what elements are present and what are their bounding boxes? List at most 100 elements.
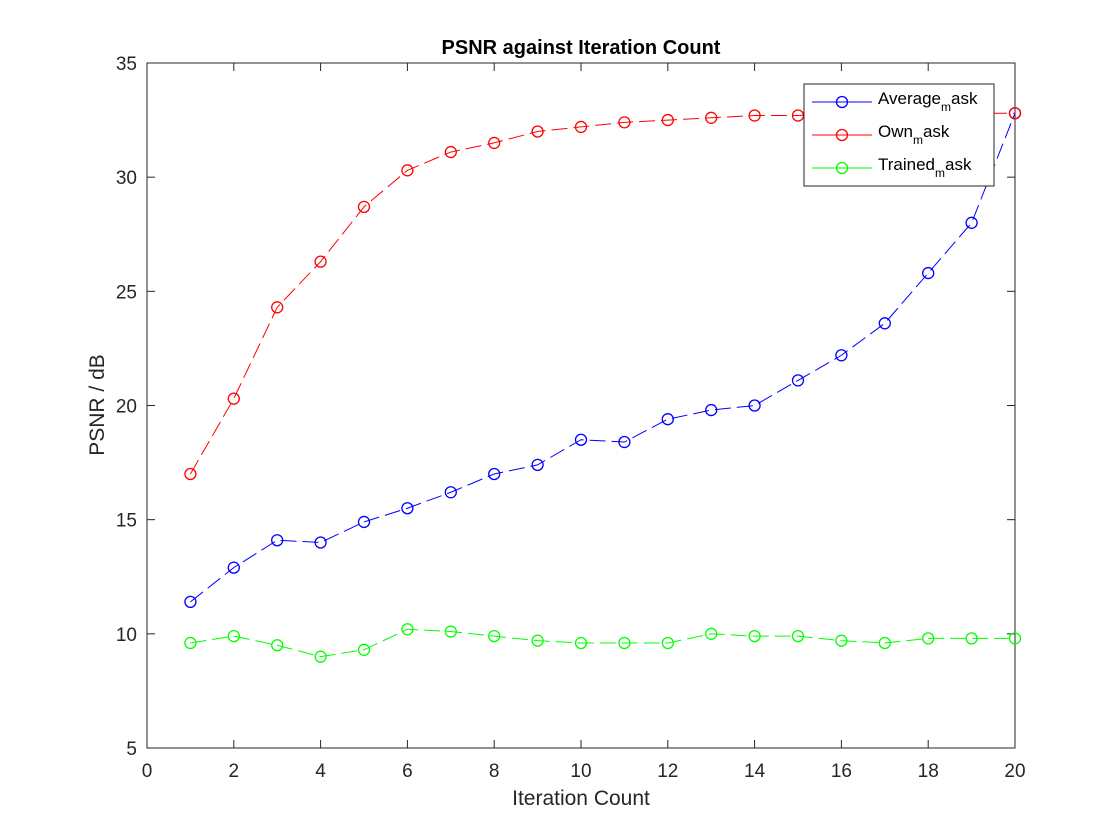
data-point <box>574 120 588 134</box>
legend-label-subscript: m <box>913 133 923 147</box>
data-point <box>488 136 501 150</box>
legend-label-base: Trained <box>878 155 935 174</box>
legend-marker <box>835 161 849 175</box>
y-tick-label: 30 <box>116 168 137 189</box>
data-point <box>748 629 761 643</box>
data-point <box>748 109 761 122</box>
series-line <box>190 628 1015 658</box>
x-tick-label: 0 <box>142 761 153 782</box>
data-point <box>922 632 935 645</box>
data-point <box>184 595 197 609</box>
data-point <box>748 399 761 412</box>
data-point <box>1008 107 1022 120</box>
y-tick-label: 10 <box>116 625 137 646</box>
y-axis: 5 10 15 20 25 30 35 <box>116 54 1015 760</box>
y-tick-label: 20 <box>116 397 137 418</box>
series-average-mask <box>184 107 1022 609</box>
series-line <box>189 112 1015 475</box>
data-point <box>705 627 718 640</box>
legend-label-rest: ask <box>951 89 978 108</box>
x-tick-label: 10 <box>570 761 591 782</box>
data-point <box>271 639 284 652</box>
data-point <box>618 116 631 129</box>
data-point <box>444 486 457 499</box>
legend-label-subscript: m <box>941 100 951 114</box>
data-point <box>791 374 805 387</box>
x-tick-label: 4 <box>315 761 326 782</box>
legend-label-rest: ask <box>945 155 972 174</box>
legend-marker <box>835 95 849 109</box>
data-point <box>835 349 848 362</box>
legend-label-subscript: m <box>935 166 945 180</box>
data-point <box>444 625 457 638</box>
legend-entry: Ownmask <box>812 122 950 147</box>
data-point <box>227 561 240 574</box>
y-axis-label: PSNR / dB <box>86 354 109 456</box>
legend-entry: Trainedmask <box>812 155 972 180</box>
series-line <box>190 113 1015 603</box>
data-point <box>922 266 935 280</box>
y-tick-label: 15 <box>116 511 137 532</box>
data-point <box>227 629 240 643</box>
x-tick-label: 6 <box>402 761 413 782</box>
x-axis-label: Iteration Count <box>512 787 650 810</box>
data-point <box>401 502 414 515</box>
legend-marker <box>835 128 849 142</box>
data-point <box>271 301 284 314</box>
x-tick-label: 20 <box>1004 761 1025 782</box>
legend-label: Ownmask <box>878 122 950 147</box>
data-point <box>184 467 197 481</box>
y-tick-label: 25 <box>116 282 137 303</box>
data-point <box>357 200 371 214</box>
data-point <box>1008 632 1022 645</box>
data-point <box>618 636 631 650</box>
data-point <box>488 467 501 481</box>
data-point <box>401 623 414 636</box>
legend-label-base: Average <box>878 89 941 108</box>
data-point <box>314 650 327 663</box>
data-point <box>401 164 414 177</box>
data-point <box>357 515 371 529</box>
data-point <box>531 125 544 138</box>
x-tick-label: 16 <box>831 761 852 782</box>
legend-label-rest: ask <box>923 122 950 141</box>
data-point <box>574 636 588 650</box>
legend-label-base: Own <box>878 122 913 141</box>
data-point <box>661 413 674 426</box>
legend-entry: Averagemask <box>812 89 978 114</box>
y-tick-label: 35 <box>116 54 137 75</box>
data-point <box>314 255 327 268</box>
data-point <box>618 435 631 449</box>
data-point <box>357 643 371 656</box>
data-point <box>227 392 240 405</box>
data-point <box>835 634 848 647</box>
chart-title: PSNR against Iteration Count <box>442 37 721 59</box>
data-point <box>791 629 805 643</box>
data-point <box>661 113 674 127</box>
x-tick-label: 12 <box>657 761 678 782</box>
x-axis: 0 2 4 6 8 10 12 14 16 18 20 <box>142 63 1026 782</box>
data-point <box>271 534 284 547</box>
series-layer <box>184 107 1022 663</box>
x-tick-label: 2 <box>229 761 240 782</box>
data-point <box>444 145 457 159</box>
data-point <box>488 629 501 643</box>
legend-label: Averagemask <box>878 89 978 114</box>
data-point <box>705 111 718 124</box>
data-point <box>314 536 327 549</box>
x-tick-label: 14 <box>744 761 766 782</box>
data-point <box>574 433 588 446</box>
y-tick-label: 5 <box>126 739 137 760</box>
data-point <box>661 636 674 650</box>
data-point <box>878 636 891 650</box>
data-point <box>965 632 978 645</box>
legend-label: Trainedmask <box>878 155 972 180</box>
data-point <box>878 317 891 330</box>
data-point <box>965 216 978 229</box>
x-tick-label: 18 <box>918 761 939 782</box>
data-point <box>531 458 544 472</box>
data-point <box>184 636 197 650</box>
x-tick-label: 8 <box>489 761 500 782</box>
